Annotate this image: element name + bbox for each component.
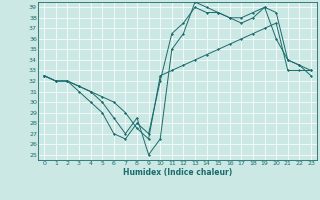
X-axis label: Humidex (Indice chaleur): Humidex (Indice chaleur): [123, 168, 232, 177]
